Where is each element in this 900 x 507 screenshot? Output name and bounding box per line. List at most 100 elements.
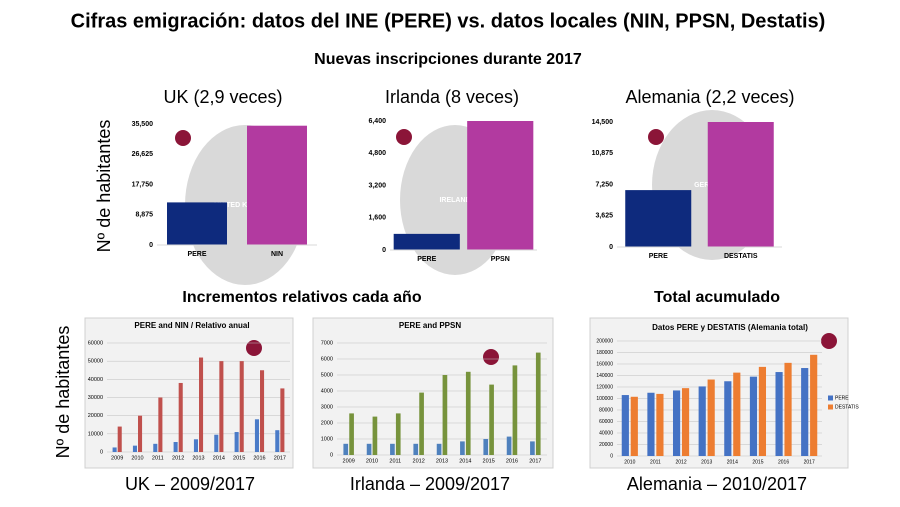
y-tick-label: 3,625: [595, 213, 613, 220]
bar: [707, 122, 774, 247]
y-tick-label: 0: [100, 449, 103, 455]
x-tick-label: 2010: [624, 459, 635, 465]
y-tick-label: 160000: [596, 361, 613, 367]
bar: [535, 352, 541, 455]
y-tick-label: 50000: [88, 359, 103, 365]
bar: [436, 443, 442, 455]
chart-title: Irlanda (8 veces): [385, 87, 519, 107]
bar: [219, 361, 224, 452]
bar: [625, 190, 692, 247]
x-tick-label: 2009: [111, 455, 123, 461]
slide-subtitle: Nuevas inscripciones durante 2017: [314, 51, 582, 68]
y-tick-label: 0: [609, 244, 613, 251]
bar: [393, 233, 460, 250]
y-tick-label: 35,500: [132, 121, 154, 128]
x-tick-label: 2017: [804, 459, 815, 465]
legend-swatch: [828, 404, 833, 410]
bar: [672, 390, 681, 456]
bar: [419, 392, 424, 455]
bar: [707, 379, 715, 456]
bar: [395, 413, 401, 455]
y-tick-label: 0: [330, 452, 333, 458]
bar: [698, 386, 706, 456]
bar: [132, 445, 137, 452]
y-tick-label: 120000: [596, 384, 613, 390]
bar: [158, 397, 163, 452]
bar: [199, 357, 204, 452]
x-tick-label: 2010: [131, 455, 143, 461]
bar: [801, 368, 809, 456]
bar: [681, 388, 690, 456]
y-tick-label: 20000: [599, 442, 613, 448]
y-tick-label: 17,750: [132, 181, 154, 188]
bar: [465, 371, 471, 455]
legend-label: DESTATIS: [835, 404, 859, 410]
chart-title: UK (2,9 veces): [163, 87, 282, 107]
x-tick-label: PERE: [187, 251, 206, 258]
x-tick-label: 2013: [436, 458, 448, 464]
bar: [214, 434, 219, 452]
logo-badge: [821, 333, 837, 349]
logo-badge: [648, 129, 664, 145]
y-tick-label: 0: [382, 247, 386, 254]
x-tick-label: PERE: [649, 253, 668, 260]
bar: [775, 372, 783, 456]
y-tick-label: 14,500: [592, 119, 614, 126]
y-tick-label: 40000: [88, 377, 103, 383]
y-tick-label: 180000: [596, 350, 613, 356]
x-tick-label: 2016: [778, 459, 789, 465]
bar: [489, 384, 494, 455]
bar: [117, 426, 122, 452]
bar: [630, 396, 638, 456]
y-tick-label: 60000: [88, 340, 103, 346]
y-tick-label: 4000: [321, 388, 333, 394]
legend-swatch: [828, 395, 833, 401]
bar: [413, 443, 419, 455]
logo-badge: [483, 349, 499, 365]
y-tick-label: 60000: [599, 419, 613, 425]
y-tick-label: 40000: [599, 430, 613, 436]
bar: [280, 388, 285, 452]
chart-caption: UK – 2009/2017: [125, 474, 255, 494]
chart-title: Alemania (2,2 veces): [625, 87, 794, 107]
x-tick-label: NIN: [271, 251, 283, 258]
bar: [254, 419, 259, 452]
x-tick-label: 2015: [483, 458, 495, 464]
y-tick-label: 2000: [321, 420, 333, 426]
x-tick-label: 2017: [274, 455, 286, 461]
legend-label: PERE: [835, 395, 849, 401]
y-tick-label: 7,250: [595, 181, 613, 188]
x-tick-label: DESTATIS: [724, 253, 758, 260]
bar: [153, 443, 158, 452]
x-tick-label: 2012: [172, 455, 184, 461]
y-tick-label: 7000: [321, 340, 333, 346]
y-tick-label: 10000: [88, 431, 103, 437]
chart-title: PERE and PPSN: [399, 321, 461, 330]
bar: [178, 382, 183, 452]
bar: [810, 354, 818, 456]
bar: [506, 436, 512, 455]
y-tick-label: 0: [149, 242, 153, 249]
bar: [749, 376, 758, 456]
bar: [343, 443, 349, 455]
y-tick-label: 1,600: [368, 215, 386, 222]
bar: [260, 370, 265, 452]
y-axis-label: Nº de habitantes: [53, 326, 73, 459]
map-label: IRELAND: [439, 197, 470, 204]
section-heading: Total acumulado: [654, 289, 780, 306]
map-label: UNITED KINGDOM: [214, 202, 276, 209]
bar: [733, 372, 741, 456]
section-heading: Incrementos relativos cada año: [182, 289, 421, 306]
bar: [758, 366, 767, 456]
y-tick-label: 6000: [321, 356, 333, 362]
x-tick-label: 2014: [459, 458, 471, 464]
y-tick-label: 6,400: [368, 118, 386, 125]
x-tick-label: 2010: [366, 458, 378, 464]
bar: [390, 443, 395, 455]
bar: [173, 442, 178, 452]
x-tick-label: 2011: [650, 459, 661, 465]
y-tick-label: 3000: [321, 404, 333, 410]
y-tick-label: 10,875: [592, 150, 614, 157]
x-tick-label: 2015: [752, 459, 763, 465]
bar: [656, 393, 664, 456]
